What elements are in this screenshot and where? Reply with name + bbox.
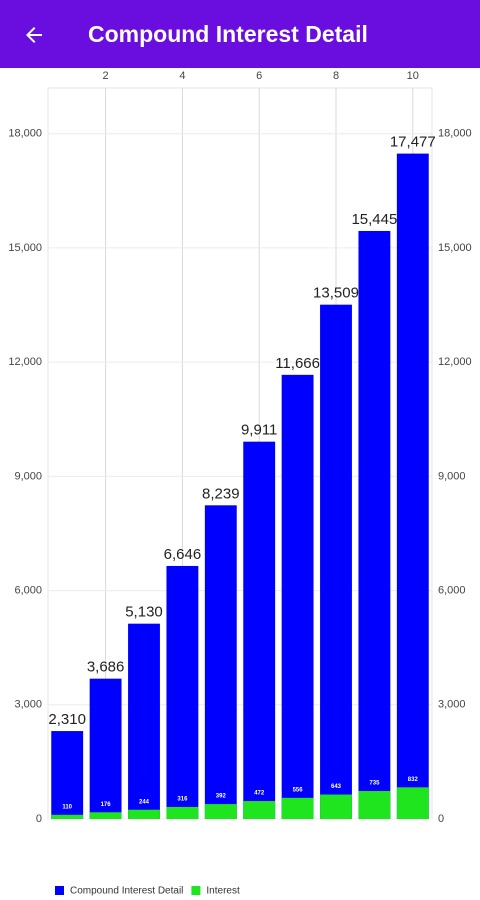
- y-tick-label: 6,000: [14, 584, 42, 596]
- value-label: 176: [101, 802, 112, 808]
- value-label: 316: [177, 797, 188, 803]
- y2-tick-label: 3,000: [438, 699, 466, 711]
- bar: [243, 441, 276, 819]
- bar: [89, 812, 122, 819]
- value-label: 472: [254, 791, 265, 797]
- screen-title: Compound Interest Detail: [88, 20, 368, 47]
- bar: [320, 304, 352, 819]
- bar: [128, 623, 160, 819]
- bar: [358, 230, 391, 819]
- bar: [396, 787, 429, 819]
- bar: [396, 153, 429, 820]
- value-label: 735: [369, 781, 380, 787]
- legend-swatch: [55, 886, 64, 895]
- x-tick-label: 10: [407, 70, 419, 82]
- x-tick-label: 4: [179, 70, 185, 82]
- value-label: 2,310: [48, 711, 86, 728]
- bar: [166, 806, 199, 819]
- bar: [166, 565, 199, 819]
- y-tick-label: 0: [36, 813, 42, 825]
- bar: [128, 809, 160, 819]
- x-tick-label: 6: [256, 70, 262, 82]
- y2-tick-label: 9,000: [438, 470, 466, 482]
- value-label: 15,445: [351, 211, 397, 228]
- y2-tick-label: 12,000: [438, 356, 472, 368]
- value-label: 556: [293, 787, 304, 793]
- value-label: 9,911: [241, 422, 277, 439]
- legend-label: Compound Interest Detail: [70, 886, 183, 897]
- x-tick-label: 2: [103, 70, 109, 82]
- value-label: 832: [408, 777, 419, 783]
- value-label: 3,686: [87, 659, 125, 676]
- value-label: 11,666: [275, 355, 320, 372]
- bar: [51, 814, 84, 819]
- value-label: 6,646: [164, 546, 202, 563]
- bar: [281, 797, 314, 819]
- value-label: 110: [62, 804, 72, 810]
- back-button[interactable]: [22, 23, 46, 47]
- value-label: 5,130: [125, 604, 163, 621]
- bar: [358, 791, 391, 819]
- bar: [204, 804, 237, 819]
- value-label: 643: [331, 784, 342, 790]
- value-label: 392: [216, 794, 227, 800]
- y-tick-label: 12,000: [8, 356, 42, 368]
- legend-swatch: [191, 886, 201, 895]
- bar: [89, 678, 122, 819]
- y-tick-label: 3,000: [14, 699, 42, 711]
- y-tick-label: 9,000: [14, 470, 42, 482]
- y-tick-label: 15,000: [8, 242, 42, 254]
- app-bar: Compound Interest Detail: [0, 0, 480, 68]
- legend-label: Interest: [206, 886, 240, 897]
- y2-tick-label: 0: [438, 813, 444, 825]
- value-label: 13,509: [313, 285, 359, 302]
- y2-tick-label: 18,000: [438, 128, 472, 140]
- bar: [281, 374, 314, 819]
- bar: [204, 505, 237, 819]
- y-tick-label: 18,000: [8, 128, 42, 140]
- y2-tick-label: 15,000: [438, 242, 472, 254]
- value-label: 17,477: [390, 134, 436, 151]
- bar: [51, 731, 84, 819]
- value-label: 244: [139, 799, 150, 805]
- bar: [320, 794, 352, 819]
- x-tick-label: 8: [333, 70, 339, 82]
- value-label: 8,239: [202, 485, 240, 502]
- y2-tick-label: 6,000: [438, 584, 466, 596]
- bar: [243, 801, 276, 819]
- chart: 2 4 6 8 10 0 0 3,000 3,000 6,000 6,000 9,000 9,000 12…: [8, 70, 472, 897]
